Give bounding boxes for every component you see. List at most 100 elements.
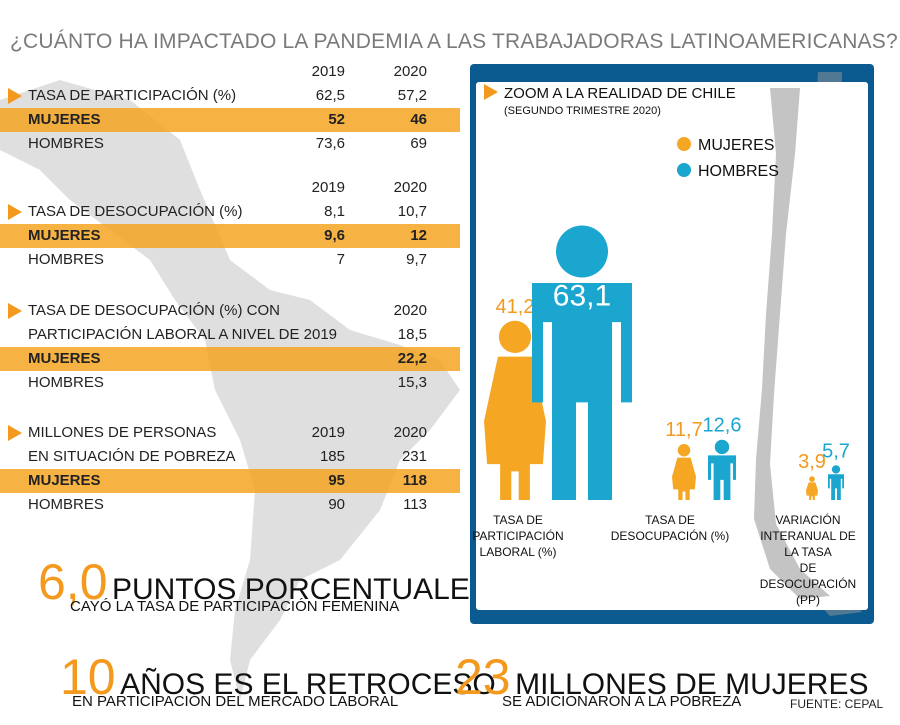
- table-row-mujeres: MUJERES 95 118: [0, 469, 460, 493]
- category-label: TASA DE: [493, 513, 543, 527]
- cell-2020: 22,2: [397, 350, 427, 367]
- figure-hombre-1: [708, 439, 736, 500]
- row-label: EN SITUACIÓN DE POBREZA: [28, 448, 236, 465]
- latin-america-map: [0, 80, 460, 700]
- triangle-marker-icon: [8, 425, 22, 441]
- highlight-number: 23: [455, 649, 511, 705]
- highlight-number: 6,0: [38, 554, 108, 610]
- table-unemployment-adjusted: TASA DE DESOCUPACIÓN (%) CON 2020 PARTICI…: [0, 299, 460, 395]
- cell-2020: 69: [410, 135, 427, 152]
- highlight-text: MILLONES DE MUJERES: [515, 668, 869, 701]
- year-2019: 2019: [311, 63, 345, 80]
- chart-title: ZOOM A LA REALIDAD DE CHILE: [504, 85, 736, 102]
- category-label: TASA DE: [645, 513, 695, 527]
- table-row-hombres: HOMBRES 90 113: [0, 493, 460, 517]
- triangle-marker-icon: [8, 303, 22, 319]
- category-label: DE: [800, 561, 817, 575]
- figure-mujer-0: [484, 320, 546, 500]
- data-label: 63,1: [553, 280, 611, 313]
- data-label: 5,7: [822, 440, 850, 462]
- category-label: LA TASA: [784, 545, 832, 559]
- cell-2019: 90: [328, 496, 345, 513]
- table-row-main: TASA DE DESOCUPACIÓN (%) 8,1 10,7: [0, 200, 460, 224]
- cell-2020: 10,7: [397, 203, 427, 220]
- category-label: PARTICIPACIÓN: [472, 528, 563, 543]
- row-label: HOMBRES: [28, 496, 104, 513]
- row-label: MUJERES: [28, 227, 101, 244]
- table-row-mujeres: MUJERES 52 46: [0, 108, 460, 132]
- highlight-retroceso: 10 AÑOS ES EL RETROCESO: [60, 648, 496, 706]
- row-label: TASA DE DESOCUPACIÓN (%): [28, 203, 243, 220]
- cell-2020: 113: [403, 496, 427, 513]
- row-label: TASA DE DESOCUPACIÓN (%) CON: [28, 302, 280, 319]
- cell-2019: 8,1: [324, 203, 345, 220]
- row-label: MUJERES: [28, 111, 101, 128]
- table-row-sub: EN SITUACIÓN DE POBREZA 185 231: [0, 445, 460, 469]
- table-row-hombres: HOMBRES 73,6 69: [0, 132, 460, 156]
- table-participation: 2019 2020 TASA DE PARTICIPACIÓN (%) 62,5 57…: [0, 60, 460, 156]
- row-label: HOMBRES: [28, 135, 104, 152]
- table-row-hombres: HOMBRES 15,3: [0, 371, 460, 395]
- year-2020: 2020: [393, 302, 427, 319]
- row-label: MUJERES: [28, 472, 101, 489]
- map-shape: [0, 80, 460, 700]
- cell-2020: 118: [402, 472, 427, 489]
- legend-swatch-hombres: [677, 163, 691, 177]
- page-title: ¿CUÁNTO HA IMPACTADO LA PANDEMIA A LAS T…: [10, 30, 898, 53]
- data-label: 11,7: [665, 419, 702, 441]
- year-2019: 2019: [311, 424, 345, 441]
- triangle-marker-icon: [8, 88, 22, 104]
- table-row-mujeres: MUJERES 9,6 12: [0, 224, 460, 248]
- legend-swatch-mujeres: [677, 137, 691, 151]
- data-label: 12,6: [703, 415, 742, 437]
- chart-subtitle: (SEGUNDO TRIMESTRE 2020): [504, 105, 661, 117]
- year-2020: 2020: [393, 179, 427, 196]
- cell-2019: 7: [336, 251, 345, 268]
- table-row-main: TASA DE DESOCUPACIÓN (%) CON 2020: [0, 299, 460, 323]
- category-label: LABORAL (%): [480, 545, 557, 559]
- row-label: PARTICIPACIÓN LABORAL A NIVEL DE 2019: [28, 326, 338, 343]
- cell-2019: 52: [328, 111, 345, 128]
- table-row-main: TASA DE PARTICIPACIÓN (%) 62,5 57,2: [0, 84, 460, 108]
- triangle-marker-icon: [8, 204, 22, 220]
- category-label: INTERANUAL DE: [760, 529, 856, 543]
- highlight-text: PUNTOS PORCENTUALES: [111, 573, 490, 606]
- category-label: VARIACIÓN: [775, 512, 840, 527]
- table-unemployment: 2019 2020 TASA DE DESOCUPACIÓN (%) 8,1 10,7…: [0, 176, 460, 272]
- legend-label-hombres: HOMBRES: [698, 163, 779, 180]
- row-label: HOMBRES: [28, 374, 104, 391]
- year-2019: 2019: [311, 179, 345, 196]
- chile-chart: ZOOM A LA REALIDAD DE CHILE (SEGUNDO TRI…: [472, 72, 868, 616]
- figure-mujer-1: [672, 444, 696, 500]
- year-2020: 2020: [393, 63, 427, 80]
- year-2020: 2020: [393, 424, 427, 441]
- highlight-sub: EN PARTICIPACIÓN DEL MERCADO LABORAL: [72, 693, 399, 710]
- highlight-sub: CAYÓ LA TASA DE PARTICIPACIÓN FEMENINA: [70, 598, 400, 615]
- cell-2020: 12: [410, 227, 427, 244]
- highlight-pobreza: 23 MILLONES DE MUJERES: [455, 648, 869, 706]
- table-row-main: MILLONES DE PERSONAS 2019 2020: [0, 421, 460, 445]
- panel-triangle-icon: [484, 84, 498, 100]
- cell-2019: 62,5: [315, 87, 345, 104]
- row-label: TASA DE PARTICIPACIÓN (%): [28, 87, 237, 104]
- table-poverty: MILLONES DE PERSONAS 2019 2020 EN SITUACIÓ…: [0, 421, 460, 517]
- source-note: FUENTE: CEPAL: [790, 697, 884, 711]
- highlight-sub: SE ADICIONARON A LA POBREZA: [502, 693, 742, 710]
- row-label: HOMBRES: [28, 251, 104, 268]
- cell-2019: 95: [328, 472, 345, 489]
- table-row-mujeres: MUJERES 22,2: [0, 347, 460, 371]
- highlight-participation: 6,0 PUNTOS PORCENTUALES: [38, 553, 490, 611]
- cell-2019: 185: [319, 448, 345, 465]
- table-header: 2019 2020: [0, 176, 460, 200]
- category-label: (PP): [796, 593, 820, 607]
- category-label: DESOCUPACIÓN (%): [611, 528, 729, 543]
- table-row-sub: PARTICIPACIÓN LABORAL A NIVEL DE 2019 18,…: [0, 323, 460, 347]
- highlight-text: AÑOS ES EL RETROCESO: [120, 668, 496, 701]
- legend-label-mujeres: MUJERES: [698, 137, 774, 154]
- highlight-number: 10: [60, 649, 116, 705]
- category-label: DESOCUPACIÓN: [760, 576, 856, 591]
- row-label: MUJERES: [28, 350, 101, 367]
- figure-hombre-0: [532, 225, 632, 500]
- cell-2019: 9,6: [324, 227, 345, 244]
